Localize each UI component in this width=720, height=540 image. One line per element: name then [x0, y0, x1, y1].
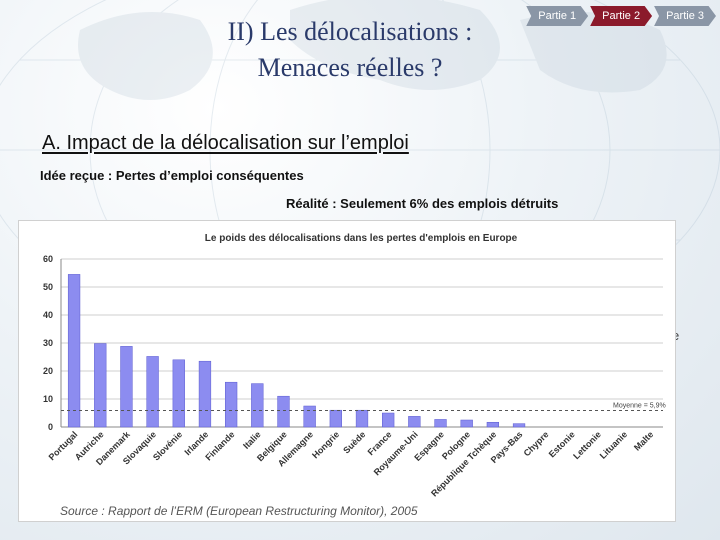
- y-tick-label: 20: [43, 366, 53, 376]
- y-tick-label: 50: [43, 282, 53, 292]
- bar: [355, 409, 369, 428]
- x-tick-label: Lettonie: [571, 429, 603, 461]
- bar: [434, 419, 447, 428]
- bar: [460, 419, 473, 428]
- slide-title: II) Les délocalisations : Menaces réelle…: [160, 14, 540, 86]
- x-tick-label: Chypre: [522, 429, 551, 458]
- bar: [172, 359, 185, 428]
- x-tick-label: Lituanie: [598, 429, 629, 460]
- bar: [198, 360, 212, 428]
- y-tick-label: 10: [43, 394, 53, 404]
- slide-title-line1: II) Les délocalisations :: [227, 17, 473, 46]
- chart-title: Le poids des délocalisations dans les pe…: [205, 233, 518, 244]
- x-tick-label: Malte: [632, 429, 655, 452]
- y-tick-label: 30: [43, 338, 53, 348]
- bar: [120, 346, 133, 428]
- y-tick-label: 40: [43, 310, 53, 320]
- y-tick-label: 0: [48, 422, 53, 432]
- bar: [408, 416, 421, 428]
- idee-recue-text: Idée reçue : Pertes d’emploi conséquente…: [40, 168, 304, 183]
- bar: [251, 383, 264, 428]
- bar: [382, 412, 395, 428]
- realite-text: Réalité : Seulement 6% des emplois détru…: [286, 196, 559, 211]
- y-tick-label: 60: [43, 254, 53, 264]
- bar: [303, 405, 316, 428]
- bar: [146, 356, 159, 428]
- bar-chart: Le poids des délocalisations dans les pe…: [43, 233, 666, 499]
- chart-source: Source : Rapport de l’ERM (European Rest…: [60, 504, 418, 518]
- nav-partie-3[interactable]: Partie 3: [654, 6, 716, 26]
- bar: [486, 421, 500, 428]
- nav-partie-1[interactable]: Partie 1: [526, 6, 589, 26]
- section-title: A. Impact de la délocalisation sur l’emp…: [42, 132, 409, 154]
- bar: [329, 409, 342, 428]
- section-nav: Partie 1 Partie 2 Partie 3: [526, 6, 716, 26]
- bar: [277, 395, 290, 428]
- chart-container: Le poids des délocalisations dans les pe…: [18, 220, 676, 522]
- x-tick-label: Italie: [241, 429, 263, 451]
- x-tick-label: Hongrie: [310, 429, 341, 460]
- bar: [512, 423, 526, 428]
- x-tick-label: Suède: [341, 429, 367, 455]
- bar: [94, 343, 107, 428]
- average-label: Moyenne = 5,9%: [613, 402, 666, 409]
- bar: [224, 381, 238, 428]
- bar: [67, 274, 81, 428]
- nav-partie-2[interactable]: Partie 2: [590, 6, 653, 26]
- slide-title-line2: Menaces réelles ?: [257, 53, 443, 82]
